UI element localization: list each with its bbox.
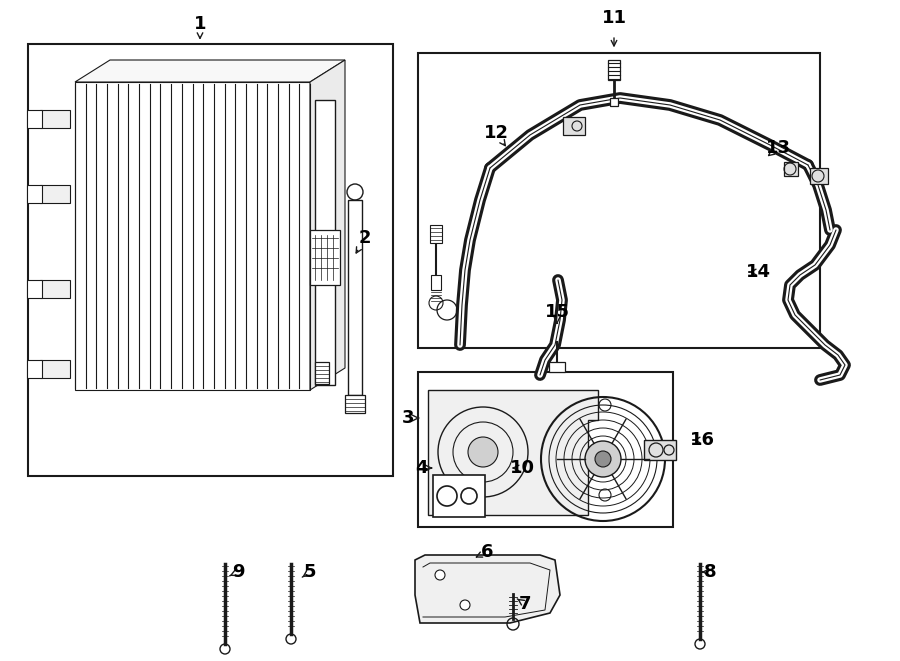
- Bar: [345, 395, 365, 413]
- Bar: [40, 360, 70, 378]
- Bar: [549, 362, 565, 372]
- Polygon shape: [310, 60, 345, 390]
- Bar: [610, 98, 618, 106]
- Text: 11: 11: [601, 9, 626, 27]
- Bar: [431, 275, 441, 290]
- Circle shape: [435, 570, 445, 580]
- Bar: [348, 200, 362, 395]
- Bar: [315, 100, 335, 385]
- Text: 14: 14: [745, 263, 770, 281]
- Polygon shape: [75, 60, 345, 82]
- Bar: [644, 440, 676, 460]
- Text: 5: 5: [304, 563, 316, 581]
- Bar: [27, 280, 42, 298]
- Text: 12: 12: [483, 124, 508, 142]
- Text: 1: 1: [194, 15, 206, 33]
- Text: 6: 6: [481, 543, 493, 561]
- Bar: [563, 117, 585, 135]
- Bar: [40, 185, 70, 203]
- Text: 4: 4: [415, 459, 428, 477]
- Bar: [608, 60, 620, 80]
- Text: 15: 15: [544, 303, 570, 321]
- Polygon shape: [75, 82, 310, 390]
- Text: 10: 10: [509, 459, 535, 477]
- Bar: [315, 362, 329, 384]
- Text: 16: 16: [689, 431, 715, 449]
- Bar: [810, 168, 828, 184]
- Polygon shape: [428, 390, 598, 515]
- Circle shape: [460, 600, 470, 610]
- Text: 13: 13: [766, 139, 790, 157]
- Circle shape: [468, 437, 498, 467]
- Bar: [784, 162, 798, 176]
- Text: 3: 3: [401, 409, 414, 427]
- Text: 7: 7: [518, 595, 531, 613]
- Bar: [27, 360, 42, 378]
- Circle shape: [595, 451, 611, 467]
- Polygon shape: [415, 555, 560, 623]
- Bar: [27, 185, 42, 203]
- Bar: [40, 280, 70, 298]
- Bar: [28, 44, 393, 476]
- Bar: [418, 372, 673, 527]
- Bar: [418, 53, 820, 348]
- Text: 9: 9: [232, 563, 244, 581]
- Bar: [433, 475, 485, 517]
- Bar: [430, 225, 442, 243]
- Text: 2: 2: [359, 229, 371, 247]
- Circle shape: [585, 441, 621, 477]
- Bar: [40, 110, 70, 128]
- Bar: [27, 110, 42, 128]
- Bar: [310, 230, 340, 285]
- Text: 8: 8: [704, 563, 716, 581]
